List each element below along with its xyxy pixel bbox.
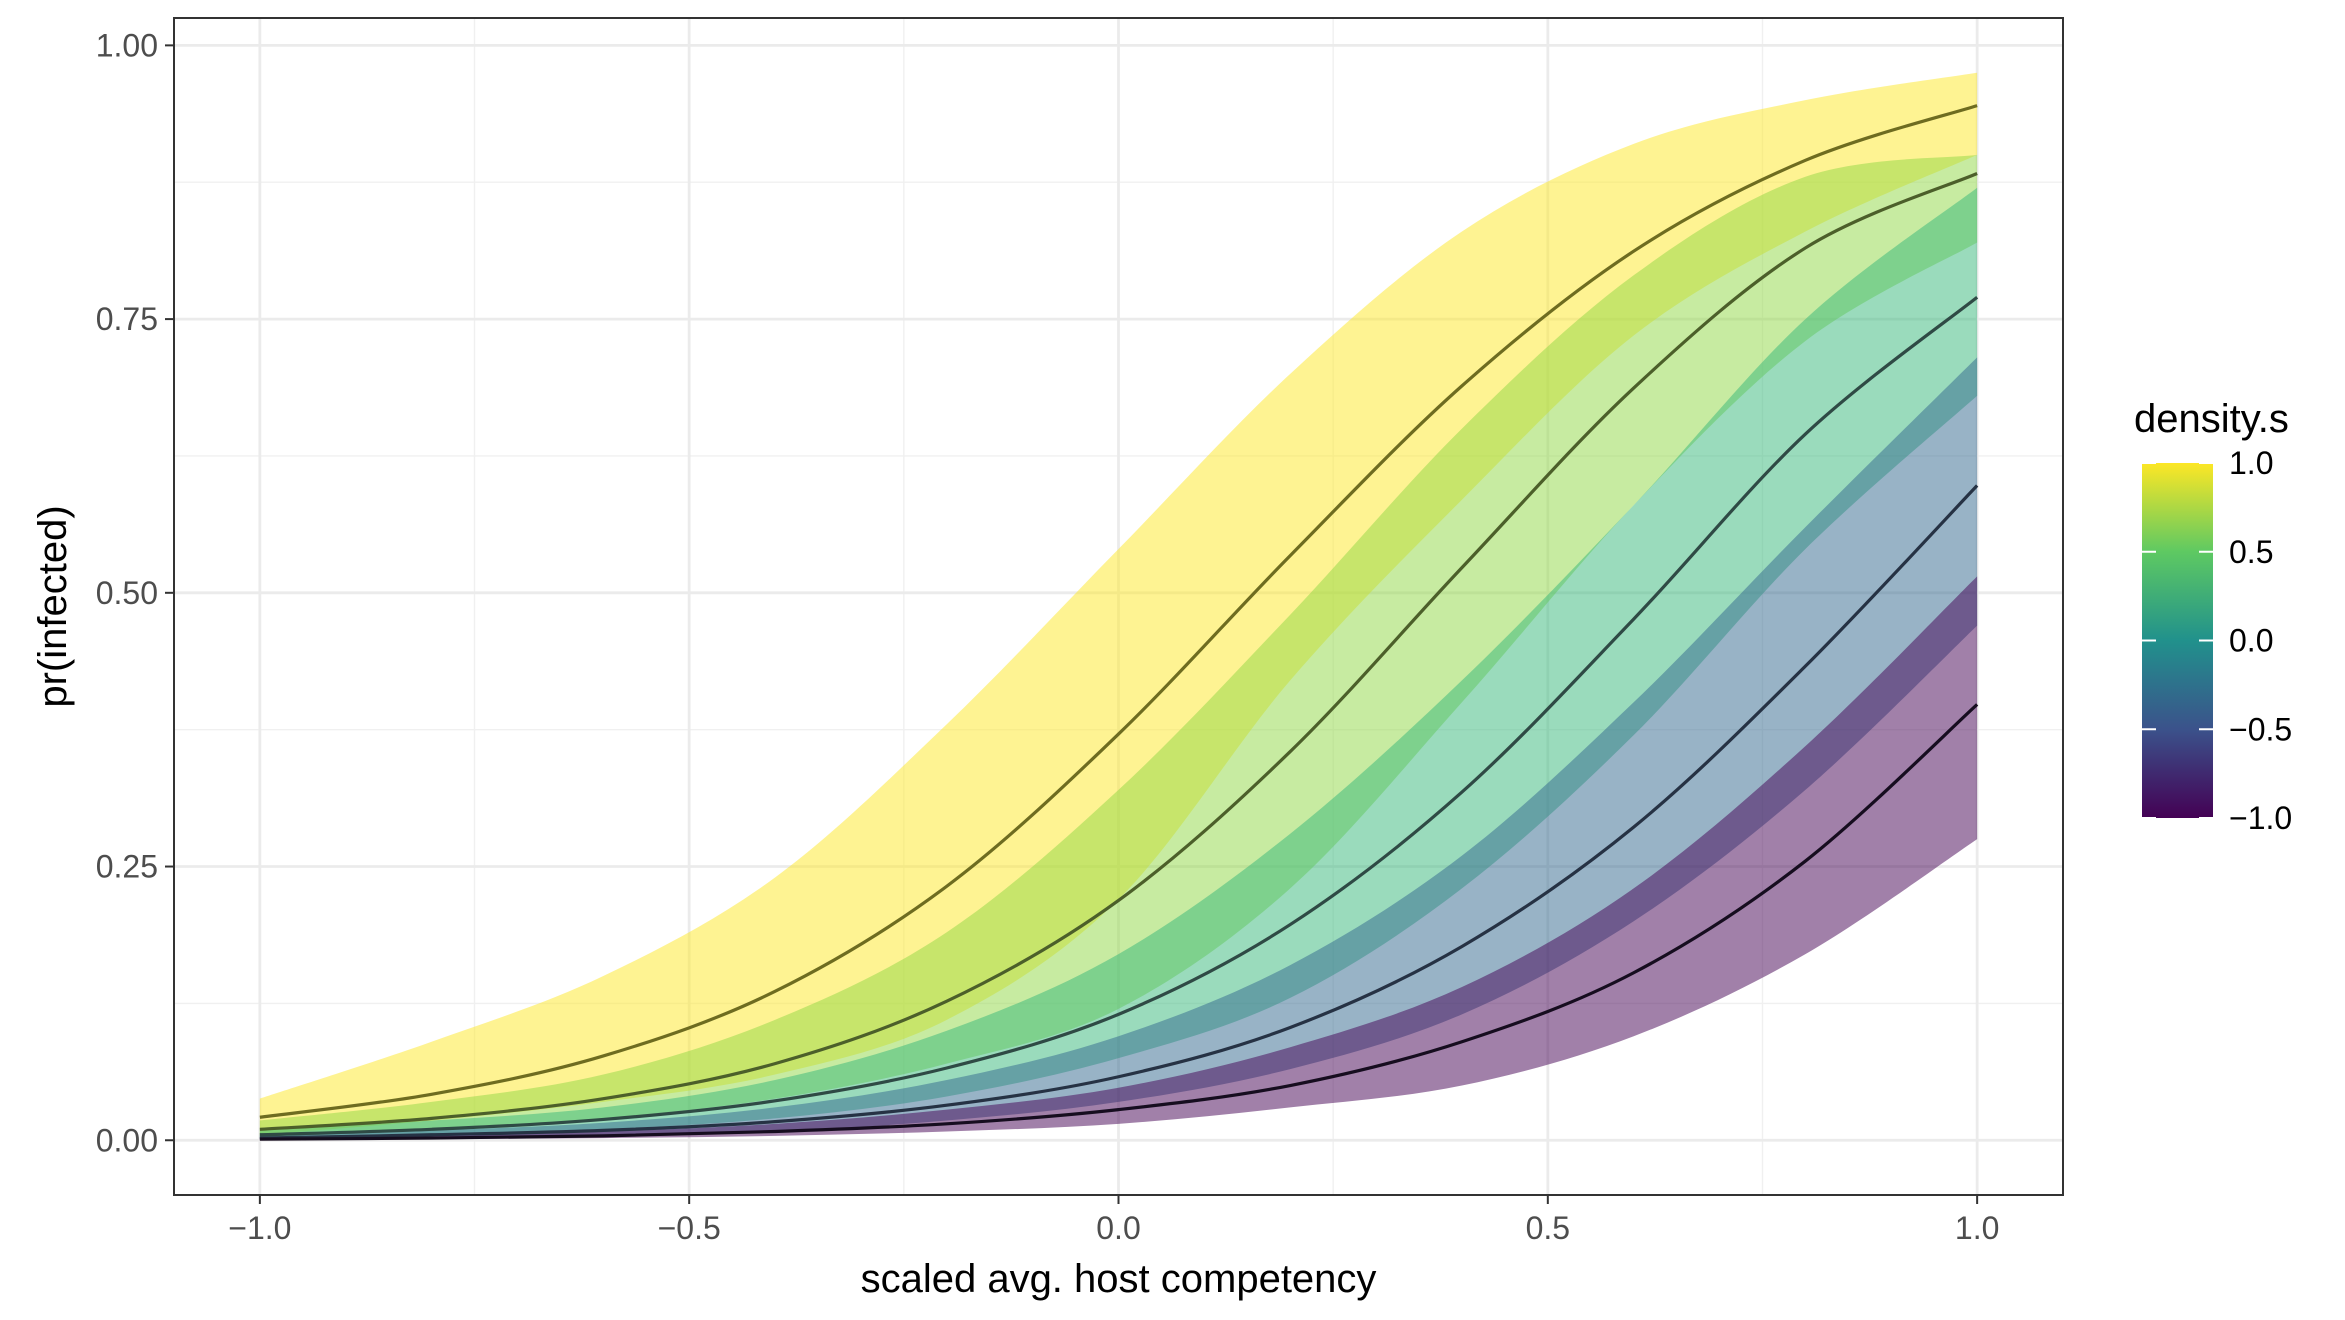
y-axis-title: pr(infected) — [31, 505, 75, 707]
ribbon-density--1 — [259, 576, 1978, 1141]
line-density--1 — [259, 703, 1979, 1141]
axes: −1.0 −0.5 0.0 0.5 1.0 0.00 0.25 0.50 0.75 1.00 — [96, 17, 2064, 1246]
y-tick-label: 0.25 — [96, 849, 158, 885]
legend-title: density.s — [2134, 397, 2289, 441]
colorbar-tick-label: −1.0 — [2229, 800, 2292, 836]
line-density-1 — [259, 104, 1978, 1119]
x-tick-label: 1.0 — [1955, 1210, 1999, 1246]
plot-area — [174, 18, 2063, 1195]
x-tick-label: 0.5 — [1526, 1210, 1570, 1246]
x-tick-label: −1.0 — [228, 1210, 291, 1246]
x-axis-title: scaled avg. host competency — [861, 1257, 1377, 1301]
colorbar-tick-label: 0.0 — [2229, 623, 2273, 659]
colorbar-tick-label: −0.5 — [2229, 711, 2292, 747]
y-tick-label: 0.00 — [96, 1122, 158, 1158]
x-tick-label: −0.5 — [658, 1210, 721, 1246]
legend: density.s 1.0 0.5 0.0 −0.5 −1.0 — [2134, 397, 2292, 836]
ribbon-density-0 — [259, 187, 1978, 1139]
colorbar-tick-label: 1.0 — [2229, 445, 2273, 481]
line-density-0_5 — [259, 172, 1978, 1131]
ribbon-density-0_5 — [259, 154, 1978, 1137]
y-tick-label: 0.75 — [96, 301, 158, 337]
ribbon-density-1 — [259, 72, 1978, 1135]
x-tick-label: 0.0 — [1096, 1210, 1140, 1246]
colorbar-tick-label: 0.5 — [2229, 534, 2273, 570]
line-density-0 — [259, 295, 1979, 1137]
y-tick-label: 0.50 — [96, 575, 158, 611]
y-tick-label: 1.00 — [96, 27, 158, 63]
line-density--0_5 — [259, 484, 1979, 1140]
